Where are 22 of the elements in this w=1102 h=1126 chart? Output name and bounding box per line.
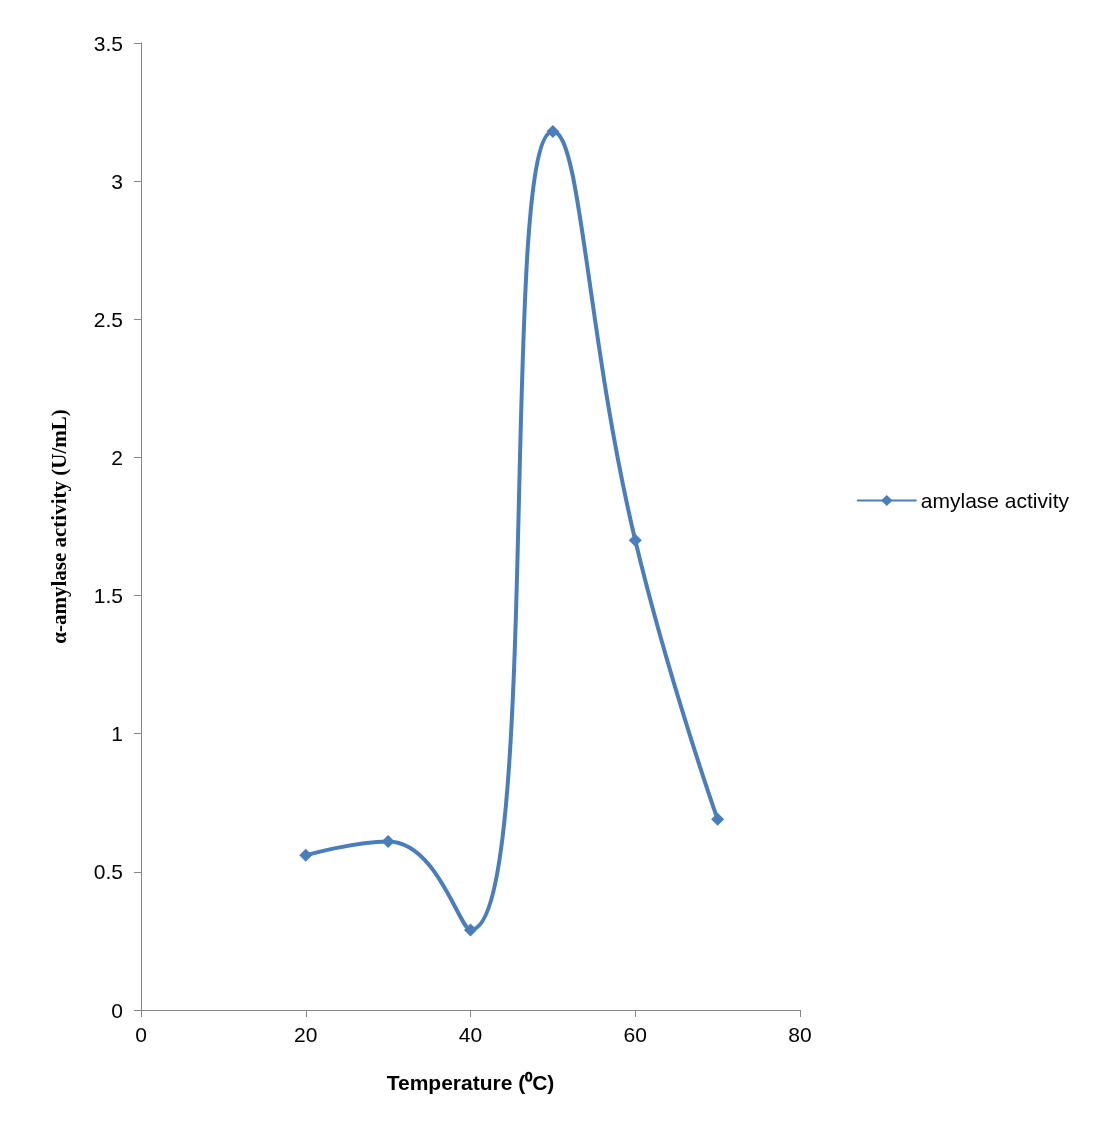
point [711, 812, 725, 826]
x-axis-title: Temperature (⁰C) [386, 1071, 555, 1094]
y-tick-label: 0.5 [93, 860, 123, 884]
point [628, 533, 642, 547]
x-tick-label: 80 [788, 1023, 812, 1046]
point [381, 834, 395, 848]
y-tick-label: 2 [111, 445, 123, 469]
y-tick-label: 1 [111, 722, 123, 746]
x-tick-label: 40 [458, 1023, 483, 1046]
point [546, 124, 560, 138]
y-tick-label: 0 [111, 998, 123, 1022]
y-axis-title: α-amylase activity (U/mL) [46, 409, 71, 644]
y-tick-label: 2.5 [93, 307, 123, 331]
y-tick-label: 1.5 [93, 584, 123, 608]
point [464, 923, 477, 937]
x-tick-label: 60 [623, 1023, 647, 1046]
legend-label: amylase activity [920, 489, 1070, 512]
point [299, 848, 313, 862]
x-tick-label: 0 [135, 1023, 147, 1046]
y-tick-label: 3 [111, 169, 123, 193]
y-tick-label: 3.5 [93, 31, 123, 55]
x-tick-label: 20 [294, 1023, 318, 1046]
